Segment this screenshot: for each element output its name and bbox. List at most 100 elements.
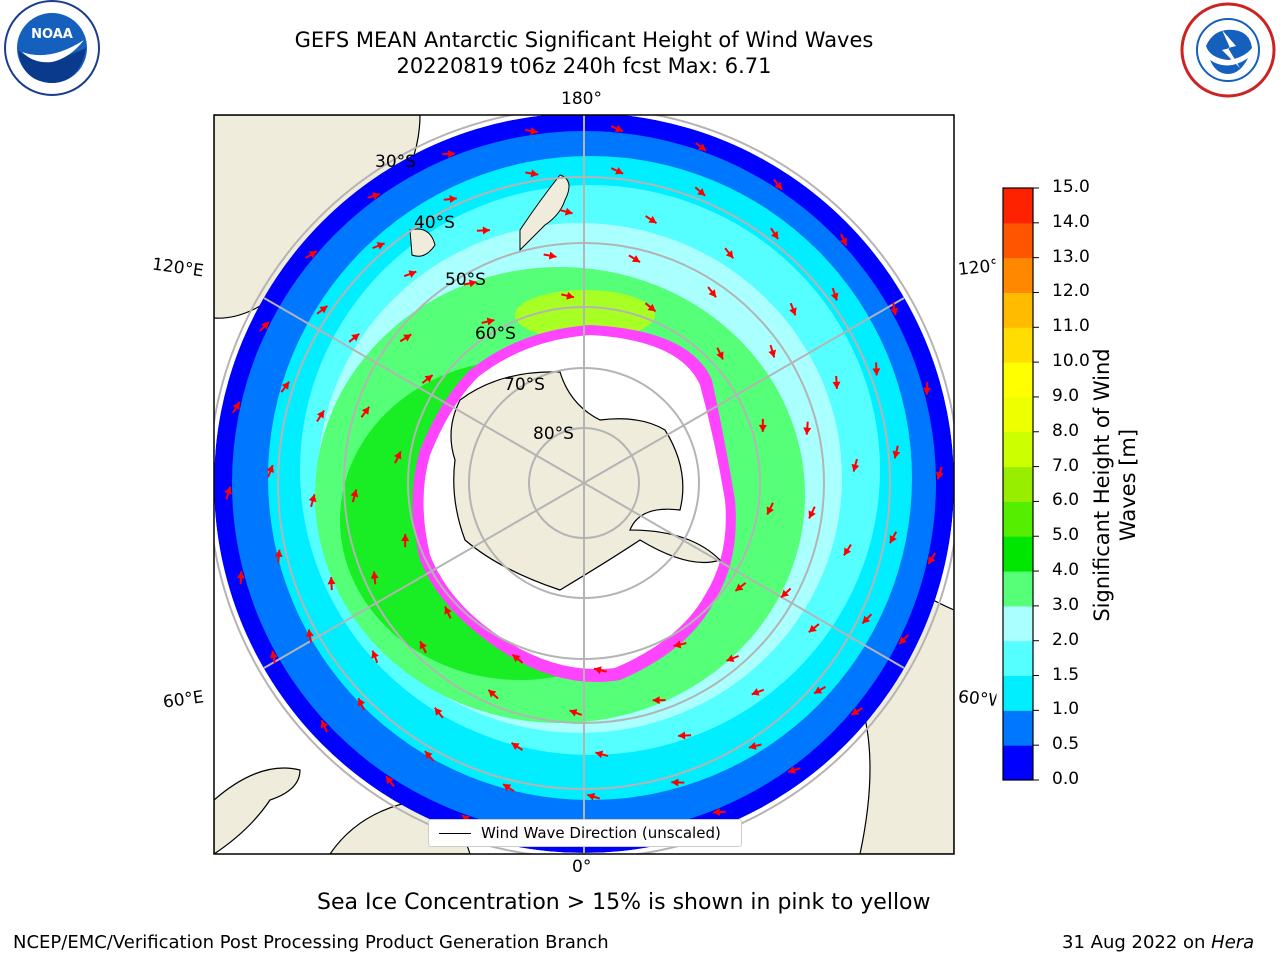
colorbar-tick-label: 1.5 (1052, 664, 1080, 685)
meridian-60e-120w (263, 297, 905, 669)
chart-title: GEFS MEAN Antarctic Significant Height o… (294, 28, 874, 52)
wind-arrow-head (808, 624, 817, 633)
wind-arrow-head (488, 689, 497, 698)
colorbar-segment (1003, 362, 1033, 398)
colorbar-tick-label: 2.0 (1052, 629, 1080, 650)
wind-arrow-head (482, 226, 490, 235)
wind-arrow-head (781, 589, 789, 598)
chart-subtitle: 20220819 t06z 240h fcst Max: 6.71 (396, 54, 772, 78)
wind-arrow-head (830, 292, 839, 301)
lon-label-180: 180° (561, 89, 602, 109)
wind-arrow-head (594, 666, 602, 675)
colorbar-tick-label: 10.0 (1052, 351, 1090, 372)
wind-arrow-head (726, 654, 735, 662)
wind-arrow-head (386, 776, 394, 785)
wind-arrow-head (928, 556, 936, 565)
land-new-zealand (519, 174, 570, 252)
wind-arrow-head (512, 654, 521, 663)
wind-arrow-head (832, 381, 841, 389)
colorbar-segment (1003, 188, 1033, 224)
wind-arrow-head (839, 237, 848, 246)
wind-arrow-head (511, 742, 520, 751)
wind-arrow-head (936, 471, 944, 480)
wind-arrow-head (748, 742, 757, 750)
wind-arrow-head (361, 406, 370, 415)
wind-arrow-head (843, 547, 852, 556)
noaa-logo: NOAA (4, 0, 100, 96)
wind-arrow-head (274, 549, 283, 558)
wind-arrow-head (372, 192, 381, 200)
wind-arrow-head (789, 307, 797, 316)
colorbar-tick-label: 1.0 (1052, 699, 1080, 720)
lat-label-40s: 40°S (414, 213, 455, 233)
wind-arrow-head (678, 731, 686, 740)
footer-host: Hera (1211, 932, 1255, 953)
wind-arrow-head (892, 450, 901, 459)
wind-arrow-head (449, 195, 457, 204)
colorbar-segment (1003, 222, 1033, 259)
land-tasmania (409, 228, 436, 257)
lat-label-50s: 50°S (445, 270, 486, 290)
wind-arrow-head (224, 486, 232, 495)
colorbar-tick-label: 11.0 (1052, 316, 1090, 337)
map-legend: Wind Wave Direction (unscaled) (428, 819, 742, 847)
colorbar-segment (1003, 710, 1033, 746)
wind-arrow-head (370, 571, 379, 579)
wind-arrow-head (316, 410, 325, 419)
wind-arrow-head (708, 289, 717, 298)
wind-arrow-head (306, 629, 314, 637)
footer-right: 31 Aug 2022 on Hera (1062, 932, 1254, 953)
wind-arrow-head (320, 720, 329, 729)
nws-logo (1180, 2, 1276, 98)
wind-arrow-head (564, 207, 573, 216)
wind-arrow-head (401, 534, 410, 542)
colorbar-tick-label: 12.0 (1052, 281, 1090, 302)
wind-arrow-head (758, 424, 767, 432)
wind-arrow-head (447, 149, 456, 158)
legend-line-swatch (439, 832, 471, 834)
lat-label-70s: 70°S (504, 375, 545, 395)
wind-arrow-head (548, 251, 557, 260)
wind-arrow-head (486, 317, 495, 326)
wind-arrow-head (236, 571, 245, 579)
wind-arrow-head (862, 615, 871, 624)
colorbar-tick-label: 0.0 (1052, 769, 1080, 789)
colorbar-tick-label: 6.0 (1052, 490, 1080, 511)
colorbar-segment (1003, 292, 1033, 328)
lat-label-60s: 60°S (475, 324, 516, 344)
wind-arrow-head (615, 167, 624, 175)
sea-ice-caption: Sea Ice Concentration > 15% is shown in … (317, 890, 931, 915)
wind-arrow-head (434, 707, 443, 716)
colorbar-segment (1003, 466, 1033, 502)
wind-arrow-head (281, 381, 290, 390)
wind-arrow-head (725, 250, 734, 259)
wind-arrow-head (350, 489, 359, 498)
lat-label-80s: 80°S (533, 424, 574, 444)
wind-arrow-head (269, 650, 278, 659)
wind-arrow-head (376, 242, 385, 250)
wind-arrow-head (889, 535, 897, 544)
wind-arrow-head (851, 463, 860, 472)
wind-arrow-head (468, 279, 477, 288)
wind-arrow-head (503, 784, 512, 792)
wind-arrow-head (751, 688, 760, 696)
wind-arrow-head (698, 143, 707, 151)
wind-arrow-head (530, 127, 538, 135)
wind-arrow-head (408, 270, 417, 278)
wind-arrow-head (631, 255, 641, 263)
wind-arrow-head (232, 401, 240, 410)
map-frame (213, 114, 955, 855)
land-antarctica (450, 371, 722, 591)
lon-label-0: 0° (572, 857, 592, 877)
wind-arrow-head (774, 181, 782, 190)
colorbar-label: Significant Height of Wind Waves [m] (1090, 348, 1140, 622)
colorbar-frame (1002, 187, 1034, 781)
footer-left: NCEP/EMC/Verification Post Processing Pr… (13, 932, 609, 953)
wind-arrow-head (266, 465, 274, 474)
colorbar-segment (1003, 605, 1033, 642)
wind-arrow-head (648, 215, 657, 224)
colorbar-segment (1003, 327, 1033, 363)
colorbar-segment (1003, 257, 1033, 293)
wind-arrow-head (923, 387, 932, 395)
wind-arrow-head (671, 778, 679, 787)
